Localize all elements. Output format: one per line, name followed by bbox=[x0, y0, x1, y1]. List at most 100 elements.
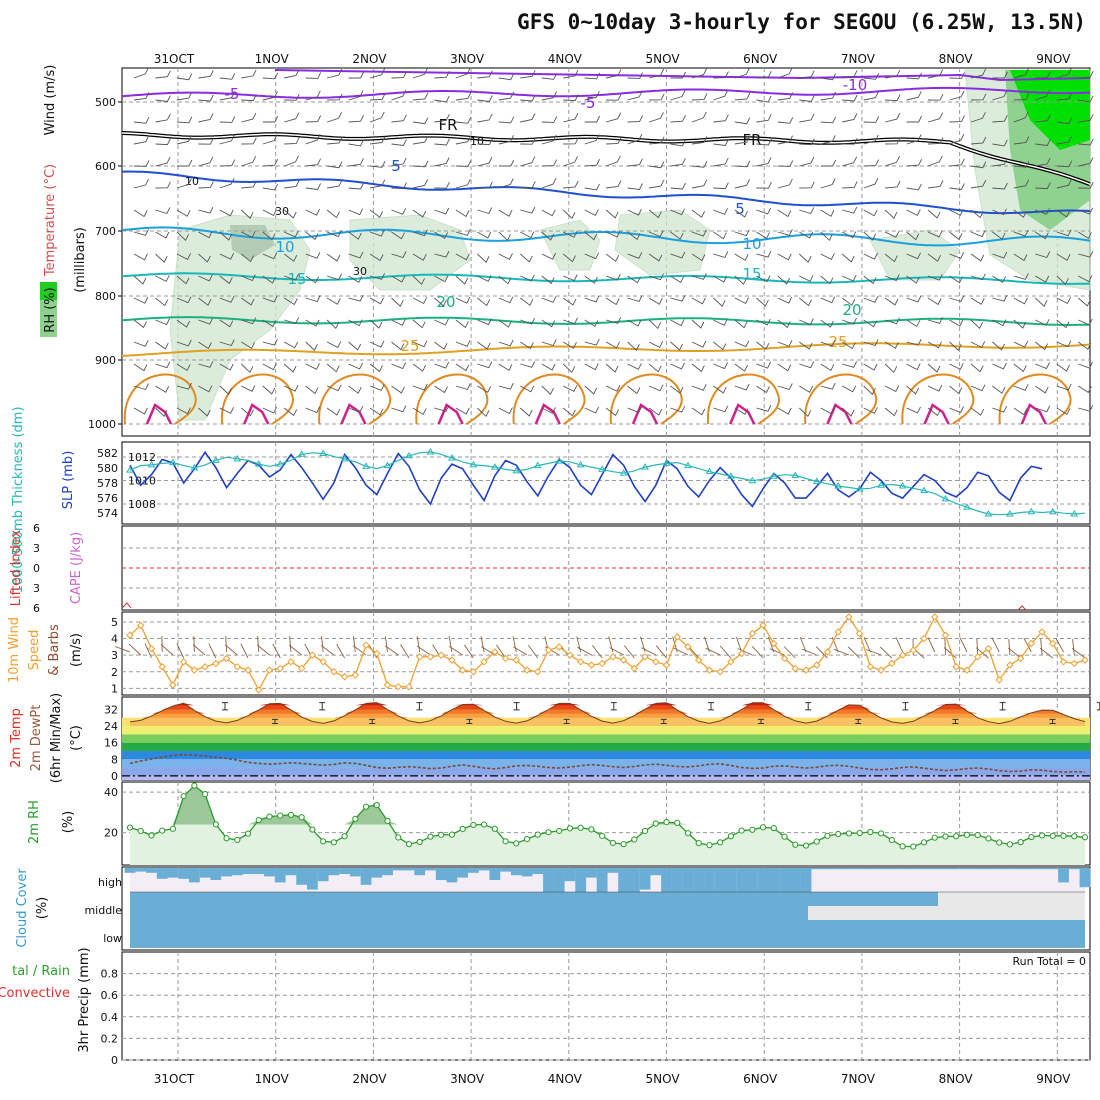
wind-barb bbox=[262, 134, 278, 145]
wind-speed-marker bbox=[491, 648, 499, 656]
wind-barb bbox=[498, 209, 513, 217]
wind-speed-marker bbox=[340, 673, 349, 681]
wind-barb bbox=[734, 275, 747, 286]
wind-barb-10m bbox=[288, 644, 302, 656]
rh2m-marker bbox=[802, 842, 810, 849]
cloud-high-bar bbox=[746, 868, 758, 892]
wind-barb bbox=[1035, 251, 1051, 259]
wind-barb bbox=[498, 253, 513, 261]
wind-barb bbox=[519, 407, 533, 417]
cloud-high-bar bbox=[382, 868, 393, 876]
cloud-high-bar bbox=[993, 868, 1005, 870]
cloud-high-bar bbox=[929, 868, 941, 870]
wind-barb bbox=[563, 112, 579, 123]
wind-barb bbox=[970, 112, 986, 123]
cloud-high-bar bbox=[231, 868, 243, 876]
wind-speed-marker bbox=[716, 668, 724, 676]
wind-barb bbox=[670, 182, 686, 190]
cloud-high-bar bbox=[371, 868, 383, 878]
wind-barb bbox=[262, 115, 279, 123]
wind-barb bbox=[734, 92, 751, 101]
wind-barb bbox=[627, 319, 642, 327]
rh2m-marker bbox=[599, 832, 606, 839]
wind-barb bbox=[605, 273, 621, 281]
wind-barb bbox=[1056, 92, 1073, 101]
wind-speed-marker bbox=[866, 663, 875, 671]
wind-speed-marker bbox=[555, 643, 563, 651]
wind-speed-marker bbox=[888, 659, 896, 668]
wind-barb bbox=[477, 231, 492, 239]
wind-barb bbox=[627, 231, 641, 241]
rh2m-marker bbox=[953, 833, 960, 840]
wind-barb bbox=[520, 385, 535, 393]
wind-barb bbox=[949, 252, 965, 259]
wind-barb bbox=[970, 273, 986, 281]
wind-barb bbox=[820, 135, 836, 145]
cloud-high-bar bbox=[392, 868, 404, 871]
wind-barb bbox=[842, 113, 858, 123]
wind-barb bbox=[176, 319, 191, 328]
cloud-high-bar bbox=[510, 868, 522, 876]
wind-barb bbox=[992, 319, 1007, 327]
wind-barb bbox=[1078, 138, 1094, 146]
wind-barb bbox=[734, 297, 750, 305]
wind-barb bbox=[842, 206, 858, 214]
wind-barb-10m bbox=[591, 645, 603, 659]
surface-temp-loop bbox=[318, 373, 392, 425]
wind-barb bbox=[241, 253, 255, 263]
wind-barb bbox=[455, 383, 471, 391]
temp-minmax-marker bbox=[513, 702, 520, 711]
wind-barb bbox=[842, 181, 858, 189]
temp-contour-label: 25 bbox=[828, 333, 847, 351]
rh2m-marker bbox=[244, 830, 252, 837]
wind-barb bbox=[670, 362, 685, 370]
wind-barb bbox=[949, 406, 965, 414]
wind-barb bbox=[176, 339, 192, 347]
panel-frame-prec bbox=[121, 951, 1091, 1061]
wind-speed-marker bbox=[748, 629, 757, 638]
wind-barb bbox=[734, 229, 750, 237]
lifted-index-tick: 3 bbox=[33, 542, 40, 555]
wind-barb bbox=[992, 294, 1008, 302]
temp-minmax-marker bbox=[999, 702, 1006, 711]
rh-shade-bright bbox=[1010, 70, 1090, 150]
wind-barb bbox=[541, 209, 556, 217]
wind-barb bbox=[927, 253, 942, 262]
wind-barb bbox=[283, 363, 297, 373]
rh2m-marker bbox=[341, 833, 348, 840]
wind-barb bbox=[133, 92, 150, 101]
rh2m-marker bbox=[202, 791, 209, 798]
wind-barb bbox=[670, 405, 686, 413]
temp-color-band bbox=[122, 759, 1090, 768]
wind-barb bbox=[906, 209, 921, 217]
wind-barb bbox=[648, 319, 662, 330]
rh2m-marker bbox=[384, 817, 391, 824]
thickness-tick: 574 bbox=[97, 507, 118, 520]
wind-barb bbox=[863, 209, 878, 217]
temp-minmax-marker bbox=[952, 718, 959, 725]
cloud-high-bar bbox=[897, 868, 908, 870]
wind-barb bbox=[391, 114, 407, 123]
temp-contour bbox=[121, 86, 1091, 99]
wind-barb-10m bbox=[208, 643, 217, 659]
wind-barb bbox=[327, 93, 343, 101]
thickness-marker bbox=[469, 460, 478, 468]
wind-barb bbox=[369, 68, 386, 79]
wind-barb bbox=[133, 67, 149, 79]
wind-barb-10m bbox=[895, 637, 903, 653]
rh2m-marker bbox=[212, 821, 219, 828]
wind-barb bbox=[369, 319, 383, 329]
cloud-axis-label: Cloud Cover bbox=[15, 868, 30, 948]
wind-barb bbox=[198, 181, 214, 189]
wind-barb bbox=[133, 209, 148, 218]
rh2m-marker bbox=[362, 803, 370, 810]
cloud-high-bar bbox=[457, 868, 469, 878]
wind-barb bbox=[520, 297, 534, 306]
wind-barb bbox=[906, 91, 922, 101]
rh2m-marker bbox=[1071, 833, 1078, 840]
wind-barb bbox=[820, 178, 836, 189]
rh2m-marker bbox=[373, 801, 380, 809]
wind-barb bbox=[970, 341, 986, 349]
wind-barb bbox=[1013, 363, 1027, 373]
wind-barb bbox=[326, 319, 340, 330]
